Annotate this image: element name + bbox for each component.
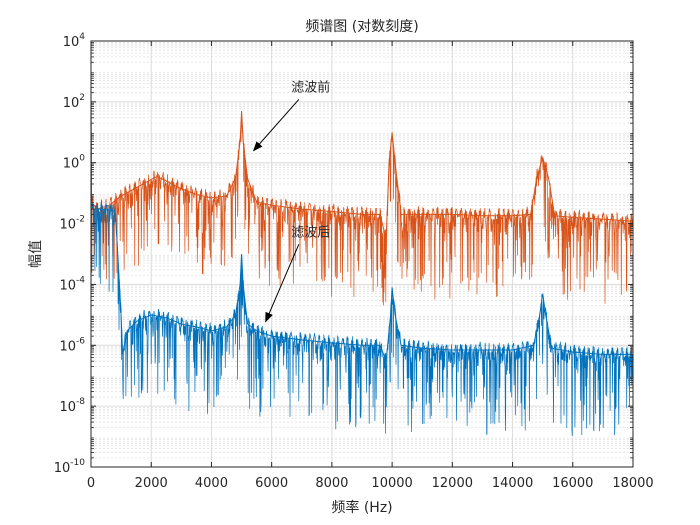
x-tick-label: 8000 [315,476,348,491]
x-tick-label: 12000 [432,476,473,491]
series-layer [91,86,633,436]
series-line-after [91,201,633,436]
series-envelope-after [91,208,633,362]
x-tick-label: 0 [87,476,95,491]
y-tick-label: 100 [63,154,86,172]
plot-area [91,41,633,467]
series-envelope-before [91,87,633,240]
x-axis-title: 频率 (Hz) [331,499,392,516]
x-tick-label: 2000 [135,476,168,491]
x-tick-label: 4000 [195,476,228,491]
y-tick-label: 104 [63,32,86,50]
y-tick-label: 102 [63,93,85,111]
annotation-arrow-after [265,244,300,323]
plot-frame [90,40,634,468]
chart-title: 频谱图 (对数刻度) [305,19,418,35]
y-tick-label: 10-10 [54,458,86,476]
x-tick-label: 10000 [371,476,412,491]
x-tick-label: 14000 [492,476,533,491]
series-after [91,201,633,436]
x-tick-label: 16000 [552,476,593,491]
y-axis-ticks: 10-10 10-8 10-6 10-4 10-2 100 102 104 [54,32,633,476]
y-tick-label: 10-6 [59,336,85,354]
x-tick-label: 18000 [612,476,653,491]
x-axis-ticks: 0 2000 4000 6000 8000 10000 12000 14000 16000 180… [87,41,654,491]
y-axis-title: 幅值 [28,240,44,268]
annotation-label-after: 滤波后 [291,225,330,240]
y-tick-label: 10-4 [59,275,85,293]
annotation-label-before: 滤波前 [291,79,330,95]
series-line-before [91,86,633,306]
x-tick-label: 6000 [255,476,288,491]
annotation-arrow-before [252,99,300,152]
y-tick-label: 10-8 [59,397,85,415]
y-tick-label: 10-2 [59,215,85,233]
series-before [91,86,633,306]
